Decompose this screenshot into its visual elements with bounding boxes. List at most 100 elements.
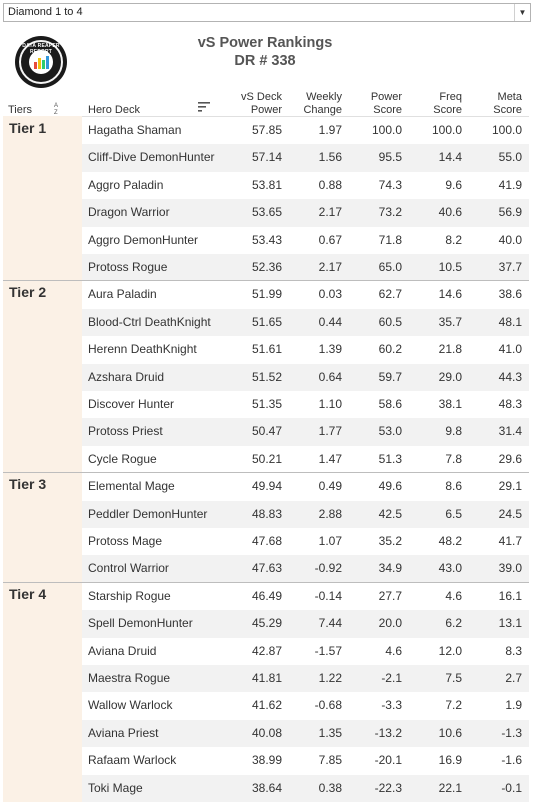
chevron-down-icon[interactable]: ▼ xyxy=(514,4,530,21)
meta-value: 29.1 xyxy=(498,479,522,494)
meta-value: 31.4 xyxy=(498,424,522,439)
score-value: 60.2 xyxy=(378,342,402,357)
table-row[interactable]: Herenn DeathKnight 51.61 1.39 60.2 21.8 41.0 xyxy=(82,336,529,363)
deck-name: Aggro DemonHunter xyxy=(88,232,199,247)
deck-name: Control Warrior xyxy=(88,561,169,576)
power-value: 51.52 xyxy=(251,369,282,384)
weekly-value: 1.39 xyxy=(318,342,342,357)
meta-value: 29.6 xyxy=(498,451,522,466)
meta-value: 16.1 xyxy=(498,588,522,603)
meta-value: 41.7 xyxy=(498,534,522,548)
freq-value: 38.1 xyxy=(438,397,462,411)
weekly-value: 1.47 xyxy=(318,451,342,466)
power-value: 38.64 xyxy=(251,780,282,795)
data-reaper-logo: DATA REAPER REPORT xyxy=(15,36,67,88)
weekly-value: 0.67 xyxy=(318,232,342,247)
score-value: 20.0 xyxy=(378,616,402,631)
weekly-value: 1.35 xyxy=(318,725,342,740)
deck-name: Peddler DemonHunter xyxy=(88,506,208,521)
table-row[interactable]: Maestra Rogue 41.81 1.22 -2.1 7.5 2.7 xyxy=(82,665,529,693)
freq-value: 6.5 xyxy=(445,506,462,521)
column-header-hero-deck[interactable]: Hero Deck xyxy=(88,104,140,116)
tier-label: Tier 1 xyxy=(9,120,47,136)
meta-value: 41.0 xyxy=(498,342,522,357)
power-value: 52.36 xyxy=(251,260,282,274)
weekly-value: 1.97 xyxy=(318,123,342,137)
table-row[interactable]: Aviana Druid 42.87 -1.57 4.6 12.0 8.3 xyxy=(82,638,529,665)
freq-value: 22.1 xyxy=(438,780,462,795)
score-value: 59.7 xyxy=(378,369,402,384)
table-row[interactable]: Protoss Rogue 52.36 2.17 65.0 10.5 37.7 xyxy=(82,254,529,282)
meta-value: 24.5 xyxy=(498,506,522,521)
table-row[interactable]: Aggro Paladin 53.81 0.88 74.3 9.6 41.9 xyxy=(82,172,529,199)
freq-value: 10.6 xyxy=(438,725,462,740)
deck-name: Azshara Druid xyxy=(88,369,165,384)
deck-name: Herenn DeathKnight xyxy=(88,342,197,357)
weekly-value: 2.17 xyxy=(318,205,342,220)
table-row[interactable]: Rafaam Warlock 38.99 7.85 -20.1 16.9 -1.6 xyxy=(82,747,529,774)
table-row[interactable]: Control Warrior 47.63 -0.92 34.9 43.0 39.0 xyxy=(82,555,529,583)
title-line-1: vS Power Rankings xyxy=(197,35,333,51)
weekly-value: 1.10 xyxy=(318,397,342,411)
column-header-meta-score[interactable]: Meta Score xyxy=(493,91,522,116)
deck-name: Dragon Warrior xyxy=(88,205,170,220)
power-value: 53.43 xyxy=(251,232,282,247)
table-row[interactable]: Protoss Mage 47.68 1.07 35.2 48.2 41.7 xyxy=(82,528,529,555)
score-value: -20.1 xyxy=(374,753,402,768)
freq-value: 100.0 xyxy=(431,123,462,137)
meta-value: -1.3 xyxy=(501,725,522,740)
power-value: 50.47 xyxy=(251,424,282,439)
table-row[interactable]: Elemental Mage 49.94 0.49 49.6 8.6 29.1 xyxy=(82,473,529,500)
column-header-power[interactable]: vS Deck Power xyxy=(241,91,282,116)
rank-filter-dropdown[interactable]: Diamond 1 to 4 ▼ xyxy=(3,3,531,22)
table-row[interactable]: Toki Mage 38.64 0.38 -22.3 22.1 -0.1 xyxy=(82,774,529,802)
table-row[interactable]: Peddler DemonHunter 48.83 2.88 42.5 6.5 24.5 xyxy=(82,500,529,528)
weekly-value: -0.14 xyxy=(314,588,342,603)
table-row[interactable]: Aviana Priest 40.08 1.35 -13.2 10.6 -1.3 xyxy=(82,719,529,748)
column-header-tiers[interactable]: Tiers xyxy=(8,104,33,116)
table-row[interactable]: Discover Hunter 51.35 1.10 58.6 38.1 48.3 xyxy=(82,391,529,418)
deck-name: Spell DemonHunter xyxy=(88,616,193,631)
column-header-weekly[interactable]: Weekly Change xyxy=(303,91,342,116)
power-value: 51.65 xyxy=(251,314,282,329)
table-row[interactable]: Azshara Druid 51.52 0.64 59.7 29.0 44.3 xyxy=(82,363,529,391)
deck-name: Protoss Rogue xyxy=(88,260,168,274)
column-header-freq-score[interactable]: Freq Score xyxy=(433,91,462,116)
freq-value: 48.2 xyxy=(438,534,462,548)
power-value: 45.29 xyxy=(251,616,282,631)
weekly-value: 0.64 xyxy=(318,369,342,384)
sort-az-icon[interactable]: A Z xyxy=(52,101,62,115)
meta-value: 44.3 xyxy=(498,369,522,384)
power-value: 51.35 xyxy=(251,397,282,411)
deck-name: Rafaam Warlock xyxy=(88,753,177,768)
score-value: -2.1 xyxy=(381,671,402,685)
table-row[interactable]: Dragon Warrior 53.65 2.17 73.2 40.6 56.9 xyxy=(82,199,529,227)
freq-value: 35.7 xyxy=(438,314,462,329)
sort-descending-icon[interactable] xyxy=(198,101,211,112)
score-value: 58.6 xyxy=(378,397,402,411)
power-value: 57.85 xyxy=(251,123,282,137)
power-value: 42.87 xyxy=(251,643,282,658)
table-row[interactable]: Aura Paladin 51.99 0.03 62.7 14.6 38.6 xyxy=(82,281,529,308)
score-value: 51.3 xyxy=(378,451,402,466)
table-row[interactable]: Hagatha Shaman 57.85 1.97 100.0 100.0 100.0 xyxy=(82,117,529,144)
meta-value: -0.1 xyxy=(501,780,522,795)
meta-value: 37.7 xyxy=(498,260,522,274)
table-row[interactable]: Protoss Priest 50.47 1.77 53.0 9.8 31.4 xyxy=(82,418,529,446)
column-header-power-score[interactable]: Power Score xyxy=(370,91,402,116)
table-row[interactable]: Cycle Rogue 50.21 1.47 51.3 7.8 29.6 xyxy=(82,446,529,473)
power-value: 40.08 xyxy=(251,725,282,740)
weekly-value: -0.68 xyxy=(314,698,342,713)
table-row[interactable]: Spell DemonHunter 45.29 7.44 20.0 6.2 13.1 xyxy=(82,610,529,638)
table-row[interactable]: Wallow Warlock 41.62 -0.68 -3.3 7.2 1.9 xyxy=(82,692,529,719)
power-value: 38.99 xyxy=(251,753,282,768)
table-row[interactable]: Aggro DemonHunter 53.43 0.67 71.8 8.2 40.0 xyxy=(82,227,529,254)
table-row[interactable]: Cliff-Dive DemonHunter 57.14 1.56 95.5 14.4 5… xyxy=(82,144,529,172)
score-value: 53.0 xyxy=(378,424,402,439)
table-row[interactable]: Starship Rogue 46.49 -0.14 27.7 4.6 16.1 xyxy=(82,583,529,610)
score-value: 71.8 xyxy=(378,232,402,247)
freq-value: 14.4 xyxy=(438,150,462,165)
table-row[interactable]: Blood-Ctrl DeathKnight 51.65 0.44 60.5 35.7 4… xyxy=(82,308,529,337)
freq-value: 9.6 xyxy=(445,177,462,192)
deck-name: Starship Rogue xyxy=(88,588,171,603)
